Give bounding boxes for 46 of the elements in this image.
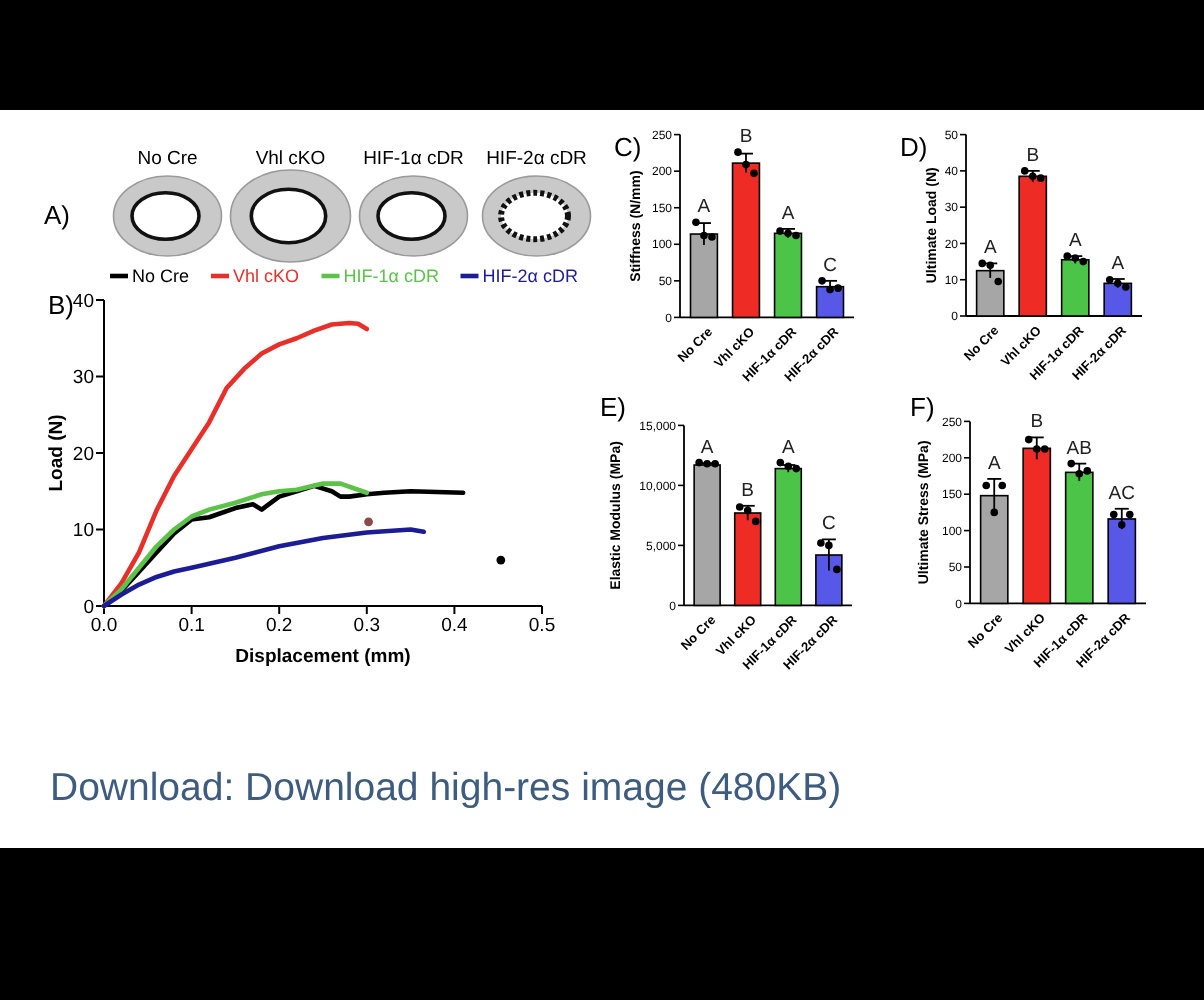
chart-title: F): [910, 392, 935, 422]
category-label: Vhl cKO: [255, 148, 326, 170]
chart-title: D): [900, 132, 928, 162]
legend-label: HIF-1α cDR: [343, 266, 440, 286]
x-axis-title: Displacement (mm): [235, 646, 411, 668]
x-tick-label: 0.5: [528, 615, 556, 638]
x-tick-label: 0.2: [265, 615, 293, 638]
y-tick-label: 40: [72, 290, 94, 313]
y-tick-label: 10: [72, 520, 94, 543]
y-axis-title: Load (N): [46, 414, 68, 492]
chart-title: C): [614, 132, 642, 162]
annotation: A: [987, 452, 1002, 475]
annotation: B: [739, 126, 753, 149]
category-label: HIF-1α cDR: [363, 148, 465, 170]
y-tick-label: 0: [83, 596, 94, 619]
line-series: [101, 527, 427, 609]
annotation: A: [1068, 230, 1083, 253]
annotation: A: [700, 436, 715, 459]
x-tick-label: 0.0: [90, 615, 118, 638]
annotation: C: [823, 254, 838, 277]
chart-title: E): [600, 392, 626, 422]
legend-label: No Cre: [132, 266, 190, 286]
x-tick-label: 0.3: [353, 615, 381, 638]
legend-label: HIF-2α cDR: [482, 266, 579, 286]
x-tick-label: 0.1: [178, 615, 205, 638]
annotation: A: [781, 202, 796, 225]
annotation: C: [821, 513, 836, 536]
annotation: AC: [1108, 482, 1136, 505]
annotation: A: [697, 196, 712, 219]
text: A): [44, 200, 70, 230]
category-label: HIF-2α cDR: [486, 148, 588, 170]
annotation: B: [1026, 144, 1040, 167]
annotation: A: [983, 237, 998, 260]
y-tick-label: 30: [72, 367, 94, 390]
line-series: [101, 481, 370, 609]
annotation: B: [741, 479, 755, 502]
annotation: A: [1111, 252, 1126, 275]
text: Download: Download high-res image (480KB): [50, 766, 842, 810]
annotation: B: [1030, 411, 1044, 434]
annotation: A: [781, 436, 796, 459]
annotation: AB: [1066, 437, 1092, 460]
y-tick-label: 20: [72, 443, 94, 466]
x-tick-label: 0.4: [441, 615, 468, 638]
category-label: No Cre: [137, 148, 198, 170]
legend-label: Vhl cKO: [233, 266, 300, 286]
chart-title: B): [48, 290, 74, 320]
